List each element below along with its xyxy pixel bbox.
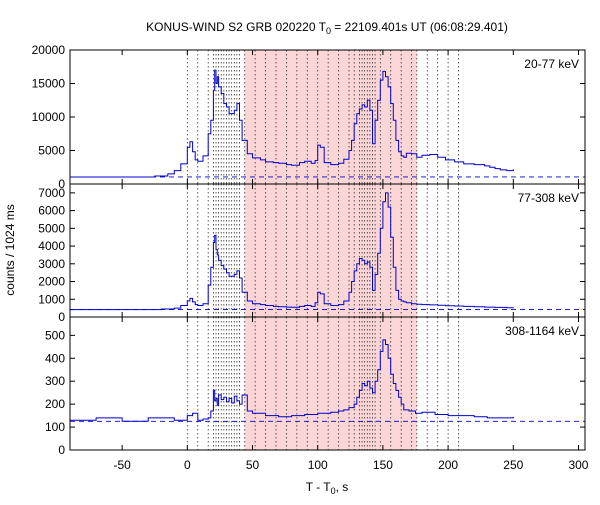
panel-3-y-tick-label: 200 [45, 397, 65, 411]
panel-2-y-tick-label: 2000 [38, 275, 65, 289]
panel-2-y-tick-label: 6000 [38, 204, 65, 218]
x-tick-label: 300 [568, 458, 588, 472]
panel-1-y-tick-label: 15000 [32, 77, 66, 91]
panel-2-y-tick-label: 3000 [38, 257, 65, 271]
panel-2-y-tick-label: 5000 [38, 221, 65, 235]
panel-1-y-tick-label: 0 [58, 177, 65, 191]
panel-3-light-curve [70, 339, 514, 422]
x-tick-label: 100 [308, 458, 328, 472]
panel-2-energy-label: 77-308 keV [518, 191, 579, 205]
xlabel-subscript: 0 [331, 486, 336, 496]
y-axis-label: counts / 1024 ms [3, 204, 17, 295]
panel-3-y-tick-label: 500 [45, 328, 65, 342]
panel-2-y-tick-label: 1000 [38, 292, 65, 306]
panel-1-y-tick-label: 10000 [32, 110, 66, 124]
x-axis-label: T - T0, s [306, 480, 349, 496]
panel-3-energy-label: 308-1164 keV [505, 324, 579, 338]
x-tick-label: 50 [246, 458, 260, 472]
panel-3-y-tick-label: 0 [58, 443, 65, 457]
x-tick-label: 200 [438, 458, 458, 472]
panel-1-light-curve [70, 69, 514, 178]
x-tick-label: -50 [113, 458, 131, 472]
panel-3-highlight-band [244, 317, 417, 450]
chart-title: KONUS-WIND S2 GRB 020220 T0 = 22109.401s… [146, 20, 508, 36]
panel-2-y-tick-label: 0 [58, 310, 65, 324]
panel-1-y-tick-label: 5000 [38, 144, 65, 158]
panel-2-y-tick-label: 7000 [38, 186, 65, 200]
panel-1-y-tick-label: 20000 [32, 43, 66, 57]
x-tick-label: 150 [373, 458, 393, 472]
panel-3-y-tick-label: 400 [45, 351, 65, 365]
panel-2-light-curve [70, 192, 514, 311]
panel-2-y-tick-label: 4000 [38, 239, 65, 253]
panel-3-y-tick-label: 100 [45, 420, 65, 434]
panel-3-frame [69, 316, 586, 451]
title-subscript: 0 [326, 26, 331, 36]
x-tick-label: 0 [184, 458, 191, 472]
panel-1-energy-label: 20-77 keV [524, 57, 579, 71]
panel-3-y-tick-label: 300 [45, 374, 65, 388]
x-tick-label: 250 [503, 458, 523, 472]
